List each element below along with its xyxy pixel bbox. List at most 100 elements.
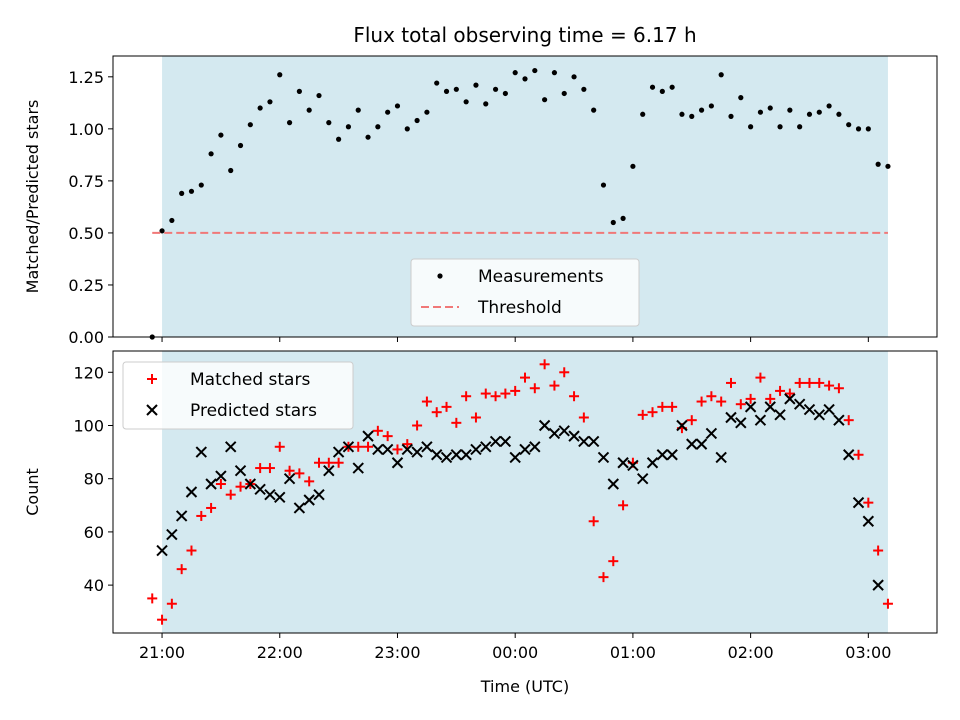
measurement-point	[689, 113, 695, 119]
predicted-point	[744, 401, 757, 413]
matched-point	[470, 412, 481, 423]
measurement-point	[375, 124, 381, 130]
measurement-point	[787, 107, 793, 113]
predicted-point	[195, 446, 207, 458]
predicted-point-b	[381, 443, 394, 456]
matched-point	[520, 372, 530, 383]
predicted-point-b	[764, 401, 776, 413]
predicted-point	[558, 425, 570, 437]
measurement-point	[522, 76, 528, 82]
matched-point	[598, 572, 609, 583]
legend-box	[410, 258, 640, 327]
predicted-point-b	[185, 486, 198, 498]
measurement-point	[640, 111, 646, 117]
matched-point	[500, 388, 511, 399]
predicted-point	[303, 494, 315, 506]
predicted-point	[352, 462, 364, 474]
measurement-point	[630, 163, 636, 169]
measurement-point	[767, 105, 773, 111]
measurement-point	[855, 126, 862, 132]
predicted-point-b	[823, 403, 835, 416]
measurement-point	[600, 182, 607, 188]
predicted-point	[843, 449, 855, 461]
predicted-point	[431, 449, 443, 461]
predicted-point-b	[705, 427, 718, 440]
predicted-point-b	[852, 496, 865, 509]
predicted-point-b	[480, 441, 492, 453]
matched-point	[166, 598, 177, 609]
predicted-point	[166, 528, 178, 541]
predicted-point-b	[538, 419, 551, 432]
predicted-point	[450, 449, 463, 461]
predicted-point	[421, 441, 433, 453]
predicted-point	[686, 438, 698, 450]
matched-point	[382, 431, 393, 442]
axes-frame-top	[112, 55, 938, 338]
measurement-point	[159, 228, 165, 234]
measurement-point	[806, 111, 813, 117]
matched-point	[794, 377, 805, 388]
predicted-point	[234, 465, 247, 477]
predicted-point	[519, 443, 531, 456]
predicted-point-b	[735, 417, 747, 429]
predicted-point	[568, 430, 580, 442]
predicted-point-b	[656, 449, 669, 461]
predicted-point	[695, 438, 708, 450]
predicted-point-b	[843, 449, 855, 461]
measurement-point	[179, 190, 185, 196]
matched-point	[157, 614, 168, 625]
predicted-point	[862, 515, 875, 527]
predicted-point-b	[293, 502, 306, 514]
predicted-point	[391, 457, 404, 469]
matched-point	[549, 380, 560, 391]
predicted-point-b	[303, 494, 315, 506]
matched-point	[353, 441, 364, 452]
matched-point	[696, 396, 707, 407]
predicted-point	[489, 435, 502, 448]
matched-point	[314, 457, 324, 468]
predicted-point-b	[568, 430, 580, 442]
axes-frame-bottom	[112, 350, 938, 634]
predicted-point	[362, 430, 374, 442]
matched-point	[637, 409, 648, 420]
y-tick-label-bottom: 40	[84, 576, 104, 595]
measurement-point	[336, 136, 342, 142]
x-tick-label: 03:00	[845, 643, 891, 662]
matched-point	[363, 441, 374, 452]
matched-point	[765, 393, 776, 404]
measurement-point	[728, 113, 734, 119]
matched-point	[294, 468, 305, 479]
predicted-point	[175, 510, 188, 522]
predicted-point	[823, 403, 835, 416]
y-tick-label-top: 0.00	[68, 328, 104, 347]
predicted-point-b	[440, 451, 453, 464]
predicted-point	[332, 446, 345, 458]
predicted-point	[381, 443, 394, 456]
legend-bottom: Matched stars Predicted stars	[122, 361, 354, 430]
measurement-point	[865, 126, 871, 132]
matched-point	[716, 396, 727, 407]
matched-point	[196, 510, 207, 521]
measurement-point	[502, 90, 508, 97]
measurement-point	[345, 124, 352, 130]
y-tick-label-top: 0.50	[68, 224, 104, 243]
matched-point	[225, 489, 236, 500]
matched-point	[480, 388, 491, 399]
predicted-point	[225, 441, 237, 453]
measurement-point	[188, 188, 195, 194]
measurement-point	[394, 103, 401, 109]
matched-point	[529, 383, 540, 394]
measurement-point	[542, 97, 548, 103]
measurement-point	[385, 109, 391, 115]
predicted-point-b	[833, 414, 845, 426]
predicted-point-b	[754, 414, 767, 426]
legend-label: Matched stars	[190, 370, 310, 390]
predicted-point-b	[784, 393, 796, 405]
matched-point	[873, 545, 884, 556]
predicted-point-b	[774, 409, 786, 421]
predicted-point-b	[254, 483, 266, 496]
predicted-point-b	[362, 430, 374, 442]
matched-point	[539, 359, 550, 370]
predicted-point	[244, 478, 257, 490]
measurement-point	[414, 117, 420, 124]
